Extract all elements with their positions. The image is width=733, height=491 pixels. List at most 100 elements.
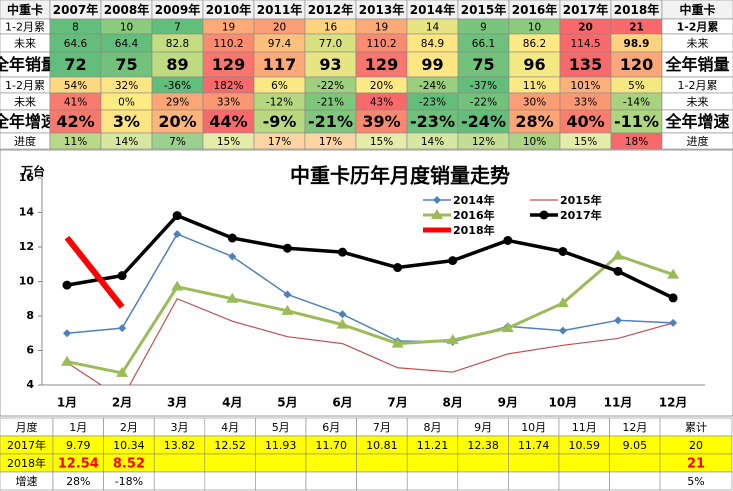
- cell-text: 75: [472, 55, 494, 74]
- cell-text: 9.79: [66, 439, 91, 452]
- cell-text: 19: [222, 22, 235, 34]
- table-cell: [406, 471, 459, 491]
- cell-text: 99: [421, 55, 443, 74]
- header-text: 7月: [373, 421, 391, 434]
- cell-text: 21: [629, 22, 644, 34]
- point: [667, 268, 680, 279]
- row-label: 进度: [14, 134, 36, 148]
- cell-text: 82.8: [166, 38, 189, 50]
- point: [61, 355, 73, 366]
- x-tick-label: 1月: [57, 396, 77, 410]
- y-axis-label: 万台: [20, 164, 45, 179]
- cell-text: 129: [212, 55, 245, 74]
- point: [446, 334, 459, 345]
- cell-text: 10.59: [569, 439, 601, 452]
- x-tick-label: 7月: [387, 396, 407, 410]
- row-label: 增速: [16, 474, 38, 488]
- legend-label: 2017年: [560, 208, 602, 222]
- point: [116, 366, 129, 377]
- cell-text: 11.70: [316, 439, 348, 452]
- x-tick-label: 12月: [659, 396, 688, 410]
- cell-text: 17%: [319, 136, 342, 148]
- cell-text: -23%: [410, 112, 455, 131]
- point: [503, 235, 513, 245]
- header-text: 2016年: [512, 2, 557, 17]
- header-text: 8月: [424, 421, 442, 434]
- point: [118, 324, 127, 333]
- cell-text: 0%: [118, 97, 135, 109]
- point: [336, 318, 349, 329]
- cell-text: 6%: [271, 80, 288, 92]
- table-cell: [508, 471, 560, 491]
- row-label: 2018年: [7, 456, 46, 470]
- row-label: 未来: [14, 37, 36, 50]
- table-cell: [559, 51, 612, 78]
- header-text: 6月: [322, 421, 340, 434]
- cell-text: 89: [166, 55, 188, 74]
- series-line: [64, 235, 125, 309]
- row-label: 全年增速: [0, 112, 57, 131]
- table-cell: [153, 471, 206, 491]
- cell-text: -22%: [470, 97, 497, 109]
- point: [614, 316, 622, 325]
- legend-label: 2015年: [560, 193, 602, 207]
- cell-text: 110.2: [213, 38, 243, 50]
- cell-text: 30%: [523, 97, 546, 109]
- header-text: 累计: [685, 421, 707, 434]
- row-label: 1-2月累: [5, 79, 45, 92]
- cell-text: 64.4: [115, 38, 139, 50]
- header-text: 2009年: [155, 2, 200, 17]
- header-text: 2012年: [308, 2, 353, 17]
- table-cell: [100, 51, 153, 78]
- cell-text: -21%: [317, 97, 344, 109]
- table-cell: [204, 453, 256, 473]
- header-text: 2011年: [257, 2, 302, 17]
- series-line: [66, 298, 674, 385]
- cell-text: 93: [319, 55, 341, 74]
- table-cell: [661, 51, 733, 78]
- table-cell: [305, 471, 357, 491]
- row-label: 全年增速: [664, 112, 729, 131]
- header-text: 2013年: [359, 2, 404, 17]
- y-tick-label: 14: [19, 206, 35, 219]
- cell-text: 42%: [56, 112, 94, 131]
- cell-text: 10.34: [113, 439, 145, 452]
- cell-text: 40%: [566, 112, 604, 131]
- legend-label: 2014年: [453, 193, 495, 207]
- cell-text: -37%: [470, 80, 497, 92]
- table-cell: [255, 453, 307, 473]
- cell-text: -14%: [623, 97, 650, 109]
- cell-text: 97.4: [268, 38, 292, 50]
- table-cell: [406, 453, 459, 473]
- point: [613, 266, 623, 276]
- cell-text: 86.2: [523, 38, 546, 50]
- point: [501, 322, 514, 333]
- cell-text: 18%: [625, 136, 648, 148]
- row-label: 全年销量: [664, 55, 729, 74]
- header-text: 2014年: [410, 2, 455, 17]
- x-tick-label: 2月: [112, 396, 132, 410]
- row-label: 2017年: [7, 438, 46, 452]
- cell-text: 39%: [362, 112, 400, 131]
- x-tick-label: 10月: [549, 396, 578, 410]
- x-tick-label: 9月: [498, 396, 518, 410]
- header-text: 中重卡: [7, 2, 43, 17]
- point: [226, 292, 239, 303]
- row-label: 全年销量: [0, 55, 57, 74]
- cell-text: -23%: [419, 97, 446, 109]
- header-text: 月度: [16, 420, 38, 434]
- cell-text: 20%: [158, 112, 196, 131]
- header-text: 9月: [474, 421, 492, 434]
- cell-text: 8.52: [113, 457, 145, 472]
- point: [448, 256, 458, 266]
- cell-text: 9.05: [623, 439, 648, 452]
- point: [558, 326, 567, 335]
- point: [171, 280, 184, 291]
- cell-text: 182%: [213, 80, 243, 92]
- point: [282, 243, 292, 253]
- point: [228, 252, 237, 261]
- point: [338, 247, 347, 257]
- cell-text: 20: [273, 22, 286, 34]
- cell-text: 17%: [268, 136, 291, 148]
